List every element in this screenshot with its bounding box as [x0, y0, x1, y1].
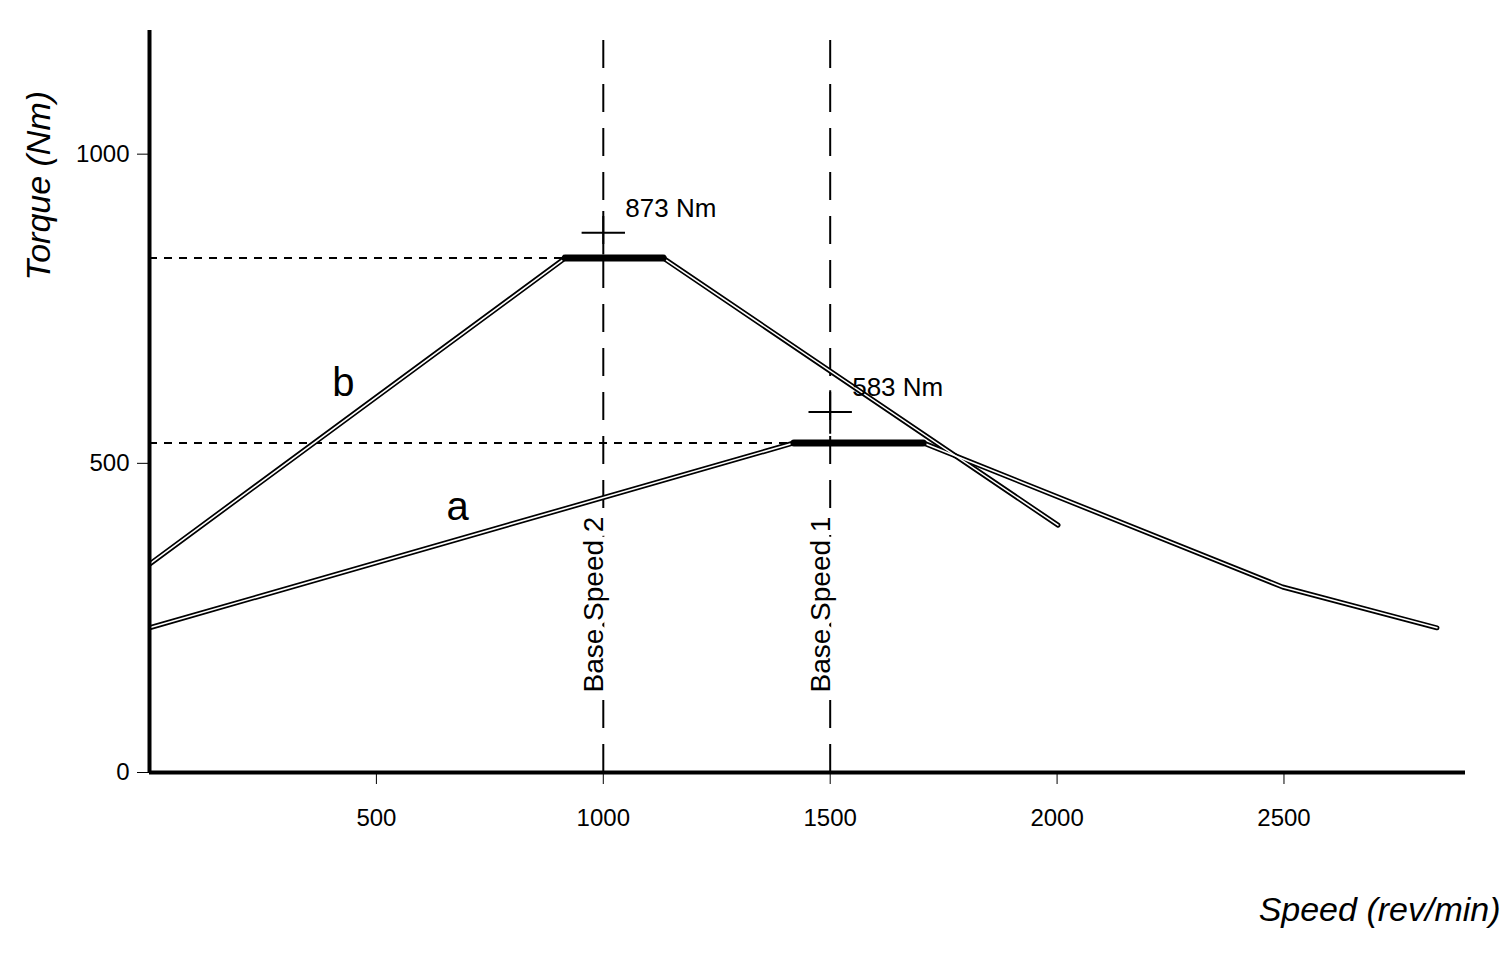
svg-text:1000: 1000 — [577, 804, 630, 831]
svg-text:Speed (rev/min): Speed (rev/min) — [1259, 890, 1501, 928]
svg-text:500: 500 — [89, 449, 129, 476]
svg-text:b: b — [332, 360, 354, 404]
svg-text:500: 500 — [356, 804, 396, 831]
svg-text:Torque (Nm): Torque (Nm) — [19, 91, 57, 281]
svg-text:1500: 1500 — [803, 804, 856, 831]
svg-text:2000: 2000 — [1030, 804, 1083, 831]
svg-text:583 Nm: 583 Nm — [852, 372, 943, 402]
svg-text:873 Nm: 873 Nm — [625, 193, 716, 223]
svg-text:1000: 1000 — [76, 140, 129, 167]
svg-text:a: a — [447, 484, 470, 528]
svg-text:0: 0 — [116, 758, 129, 785]
svg-text:Base Speed 1: Base Speed 1 — [805, 517, 836, 693]
svg-text:Base Speed 2: Base Speed 2 — [578, 517, 609, 693]
svg-text:2500: 2500 — [1257, 804, 1310, 831]
